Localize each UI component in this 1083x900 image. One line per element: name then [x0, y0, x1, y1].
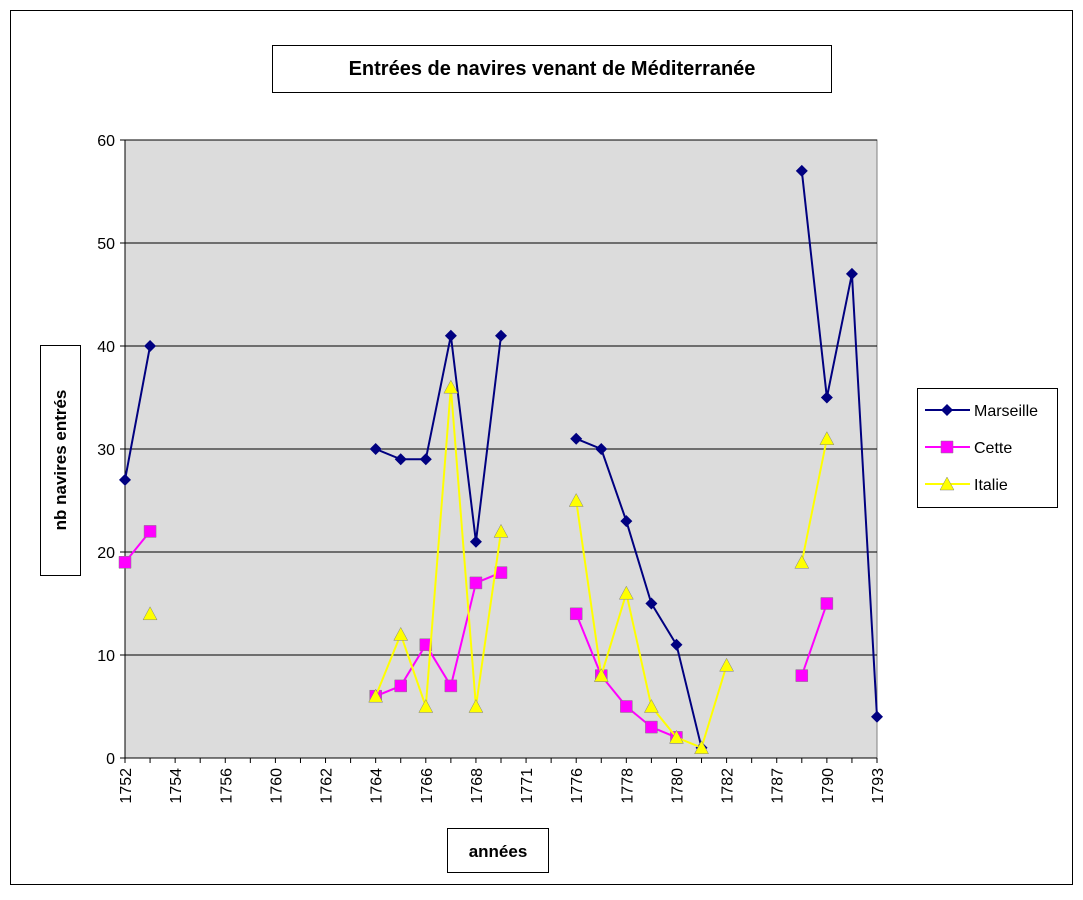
data-point	[645, 597, 658, 610]
x-label-box	[447, 828, 549, 873]
data-point	[620, 700, 633, 713]
y-tick-label: 0	[106, 751, 115, 768]
data-point	[871, 710, 883, 723]
data-point	[669, 729, 684, 744]
x-tick-label: 1780	[669, 768, 686, 804]
data-point	[394, 453, 407, 466]
data-point	[418, 698, 434, 713]
series-line	[124, 530, 828, 739]
data-point	[568, 492, 584, 507]
y-axis-label: nb navires entrés	[51, 390, 70, 531]
x-tick-label: 1782	[720, 768, 737, 804]
data-point	[595, 443, 608, 455]
data-point	[819, 431, 835, 445]
data-point	[493, 523, 509, 538]
x-tick-label: 1790	[820, 768, 837, 804]
data-point	[719, 657, 735, 672]
data-point	[369, 443, 382, 455]
data-point	[142, 606, 158, 621]
data-point	[670, 638, 683, 651]
data-point	[144, 340, 157, 352]
title-box	[272, 45, 832, 93]
legend-marker	[939, 476, 955, 491]
data-point	[119, 473, 131, 486]
x-tick-label: 1754	[168, 768, 185, 804]
x-tick-label: 1760	[268, 768, 285, 804]
legend-label: Cette	[974, 440, 1012, 457]
y-label-box	[40, 345, 81, 576]
data-point	[494, 566, 508, 579]
data-point	[620, 515, 633, 528]
x-tick-label: 1764	[369, 768, 386, 804]
data-point	[468, 698, 484, 713]
data-point	[820, 597, 834, 610]
data-point	[118, 556, 132, 569]
x-tick-label: 1771	[519, 768, 536, 804]
data-point	[618, 585, 634, 600]
y-tick-label: 20	[97, 545, 115, 562]
y-tick-label: 60	[97, 133, 115, 150]
data-point	[795, 164, 808, 177]
y-tick-label: 40	[97, 339, 115, 356]
data-point	[694, 740, 709, 754]
legend-marker	[941, 404, 953, 416]
x-tick-label: 1776	[569, 768, 586, 804]
data-point	[643, 698, 659, 713]
x-axis-label: années	[469, 842, 528, 861]
chart-title: Entrées de navires venant de Méditerrané…	[349, 58, 756, 80]
data-point	[645, 720, 658, 734]
data-point	[795, 669, 809, 682]
data-point	[845, 267, 858, 280]
data-point	[569, 607, 583, 621]
data-point	[443, 379, 459, 394]
legend-label: Italie	[974, 477, 1008, 494]
x-tick-label: 1756	[218, 768, 235, 804]
data-point	[469, 535, 482, 548]
data-point	[393, 626, 409, 641]
data-point	[394, 679, 407, 693]
y-tick-label: 50	[97, 236, 115, 253]
x-tick-label: 1793	[870, 768, 887, 804]
data-point	[368, 688, 384, 703]
y-tick-label: 30	[97, 442, 115, 459]
data-point	[820, 391, 833, 404]
data-point	[143, 525, 157, 538]
data-point	[570, 432, 583, 445]
x-tick-label: 1752	[118, 768, 135, 804]
data-point	[444, 679, 458, 693]
data-point	[593, 668, 609, 682]
x-tick-label: 1787	[770, 768, 787, 804]
x-tick-label: 1766	[419, 768, 436, 804]
x-tick-label: 1762	[319, 768, 336, 804]
data-point	[794, 554, 810, 569]
data-point	[469, 576, 483, 590]
data-point	[495, 329, 507, 342]
series-line	[124, 170, 878, 748]
legend-marker	[940, 440, 954, 454]
data-point	[444, 329, 457, 342]
x-tick-label: 1778	[619, 768, 636, 804]
x-tick-label: 1768	[469, 768, 486, 804]
data-point	[419, 638, 433, 651]
y-tick-label: 10	[97, 648, 115, 665]
data-point	[419, 453, 432, 466]
legend-label: Marseille	[974, 403, 1038, 420]
